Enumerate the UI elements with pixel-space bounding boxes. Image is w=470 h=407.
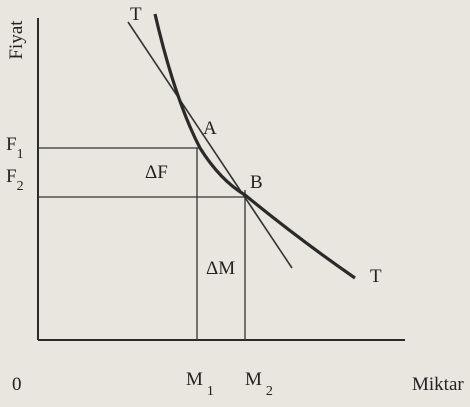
tangent-line	[127, 21, 293, 269]
demand-label: T	[370, 266, 382, 287]
tangent-label: T	[130, 4, 142, 25]
f2-label: F2	[6, 166, 24, 194]
origin-label: 0	[12, 374, 22, 395]
point-a: A	[203, 118, 217, 139]
m2-label: M2	[245, 369, 273, 399]
point-b: B	[250, 172, 263, 193]
y-axis-label: Fiyat	[6, 20, 27, 60]
m1-label: M1	[186, 369, 214, 399]
f1-label: F1	[6, 134, 24, 162]
demand-curve	[153, 13, 356, 280]
x-axis-label: Miktar	[412, 374, 464, 395]
delta-quantity: ΔM	[206, 258, 235, 279]
delta-price: ΔF	[145, 162, 168, 183]
